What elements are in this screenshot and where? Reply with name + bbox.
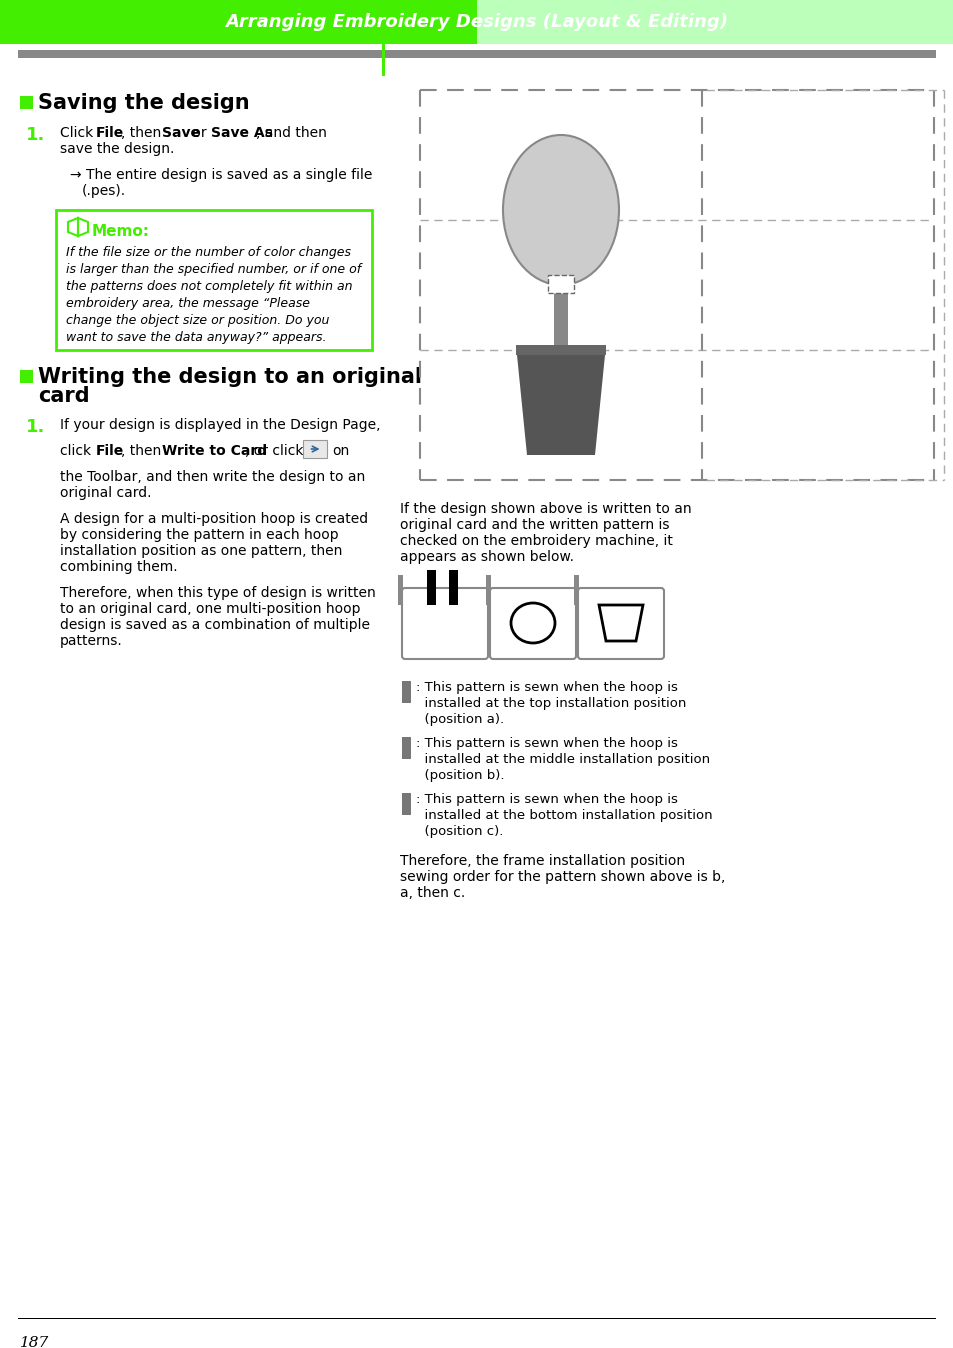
FancyBboxPatch shape — [401, 588, 488, 659]
Polygon shape — [516, 345, 605, 456]
Text: installed at the top installation position: installed at the top installation positi… — [416, 697, 685, 710]
Polygon shape — [598, 605, 642, 642]
Bar — [397, 576, 402, 605]
Text: , and then: , and then — [256, 125, 327, 140]
Text: embroidery area, the message “Please: embroidery area, the message “Please — [66, 297, 310, 310]
Text: original card.: original card. — [60, 487, 152, 500]
Bar — [20, 96, 33, 109]
Text: is larger than the specified number, or if one of: is larger than the specified number, or … — [66, 263, 361, 276]
Bar — [485, 576, 491, 605]
Bar — [381, 0, 385, 75]
Bar — [547, 275, 574, 293]
Bar — [18, 1317, 935, 1318]
Text: Therefore, the frame installation position: Therefore, the frame installation positi… — [399, 855, 684, 868]
Text: , or click: , or click — [245, 443, 304, 458]
Bar — [56, 210, 372, 350]
Text: (position c).: (position c). — [416, 825, 503, 838]
Text: : This pattern is sewn when the hoop is: : This pattern is sewn when the hoop is — [416, 737, 678, 749]
Text: (position b).: (position b). — [416, 768, 504, 782]
Text: click: click — [60, 443, 95, 458]
Ellipse shape — [502, 135, 618, 284]
Text: or: or — [188, 125, 211, 140]
Text: Memo:: Memo: — [91, 224, 150, 239]
Text: Writing the design to an original: Writing the design to an original — [38, 367, 421, 387]
Text: a, then c.: a, then c. — [399, 886, 465, 900]
Text: If the design shown above is written to an: If the design shown above is written to … — [399, 501, 691, 516]
Bar — [20, 369, 33, 383]
FancyBboxPatch shape — [578, 588, 663, 659]
FancyBboxPatch shape — [303, 439, 327, 458]
Text: → The entire design is saved as a single file: → The entire design is saved as a single… — [70, 168, 372, 182]
Bar — [516, 345, 605, 355]
Bar — [554, 280, 567, 345]
Text: sewing order for the pattern shown above is b,: sewing order for the pattern shown above… — [399, 869, 724, 884]
Text: 1.: 1. — [26, 418, 46, 435]
Text: installed at the bottom installation position: installed at the bottom installation pos… — [416, 809, 712, 822]
Text: Click: Click — [60, 125, 97, 140]
Text: by considering the pattern in each hoop: by considering the pattern in each hoop — [60, 528, 338, 542]
Text: the patterns does not completely fit within an: the patterns does not completely fit wit… — [66, 280, 352, 293]
Text: Write to Card: Write to Card — [162, 443, 267, 458]
Bar — [401, 681, 411, 704]
Text: If your design is displayed in the Design Page,: If your design is displayed in the Desig… — [60, 418, 380, 431]
Text: on: on — [333, 443, 350, 458]
Text: If the file size or the number of color changes: If the file size or the number of color … — [66, 245, 351, 259]
Text: save the design.: save the design. — [60, 142, 174, 156]
FancyBboxPatch shape — [490, 588, 576, 659]
Text: Arranging Embroidery Designs (Layout & Editing): Arranging Embroidery Designs (Layout & E… — [225, 13, 728, 31]
Text: to an original card, one multi-position hoop: to an original card, one multi-position … — [60, 603, 360, 616]
Text: Save: Save — [162, 125, 200, 140]
Text: the Toolbar, and then write the design to an: the Toolbar, and then write the design t… — [60, 470, 365, 484]
Text: (position a).: (position a). — [416, 713, 503, 727]
Text: patterns.: patterns. — [60, 634, 123, 648]
Bar — [449, 570, 457, 605]
Text: 187: 187 — [20, 1336, 50, 1348]
Text: combining them.: combining them. — [60, 559, 177, 574]
Text: : This pattern is sewn when the hoop is: : This pattern is sewn when the hoop is — [416, 793, 678, 806]
Text: , then: , then — [121, 125, 166, 140]
Bar — [401, 737, 411, 759]
Bar — [476, 0, 953, 44]
Text: File: File — [95, 443, 124, 458]
Text: Save As: Save As — [212, 125, 274, 140]
Ellipse shape — [511, 603, 555, 643]
Text: 1.: 1. — [26, 125, 46, 144]
Bar — [18, 50, 935, 58]
Bar — [401, 793, 411, 816]
Text: installed at the middle installation position: installed at the middle installation pos… — [416, 754, 709, 766]
Bar — [574, 576, 578, 605]
Bar — [0, 0, 476, 44]
Text: File: File — [95, 125, 124, 140]
Text: original card and the written pattern is: original card and the written pattern is — [399, 518, 669, 532]
Text: design is saved as a combination of multiple: design is saved as a combination of mult… — [60, 617, 370, 632]
Text: installation position as one pattern, then: installation position as one pattern, th… — [60, 545, 342, 558]
Text: : This pattern is sewn when the hoop is: : This pattern is sewn when the hoop is — [416, 681, 678, 694]
Text: card: card — [38, 386, 90, 406]
Bar — [427, 570, 436, 605]
Text: checked on the embroidery machine, it: checked on the embroidery machine, it — [399, 534, 672, 549]
Text: Therefore, when this type of design is written: Therefore, when this type of design is w… — [60, 586, 375, 600]
Text: (.pes).: (.pes). — [82, 183, 126, 198]
Text: A design for a multi-position hoop is created: A design for a multi-position hoop is cr… — [60, 512, 368, 526]
Text: Saving the design: Saving the design — [38, 93, 250, 113]
Text: appears as shown below.: appears as shown below. — [399, 550, 574, 563]
Text: change the object size or position. Do you: change the object size or position. Do y… — [66, 314, 329, 328]
Text: , then: , then — [121, 443, 166, 458]
Text: want to save the data anyway?” appears.: want to save the data anyway?” appears. — [66, 332, 326, 344]
